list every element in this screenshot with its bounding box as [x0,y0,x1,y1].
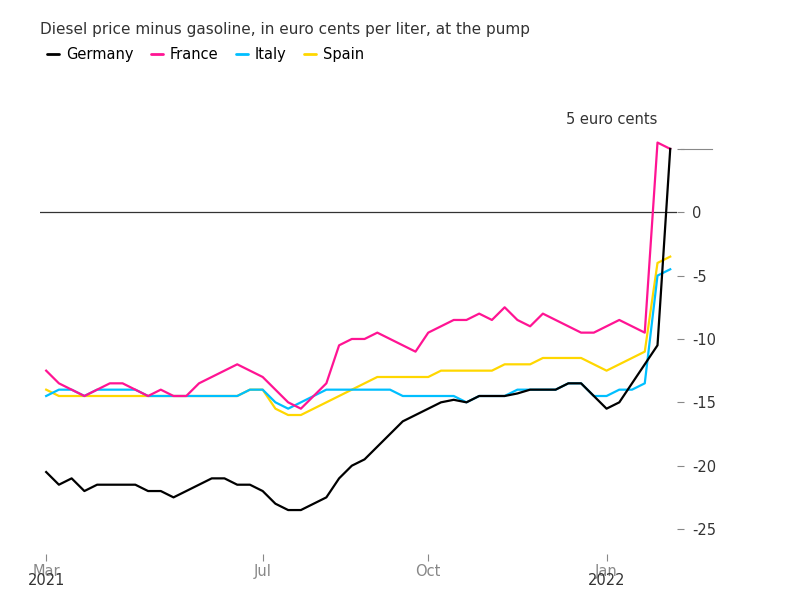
Text: 2022: 2022 [587,573,626,588]
Text: 5 euro cents: 5 euro cents [566,112,657,128]
Text: Diesel price minus gasoline, in euro cents per liter, at the pump: Diesel price minus gasoline, in euro cen… [40,22,530,36]
Text: 2021: 2021 [28,573,64,588]
Legend: Germany, France, Italy, Spain: Germany, France, Italy, Spain [47,47,365,62]
